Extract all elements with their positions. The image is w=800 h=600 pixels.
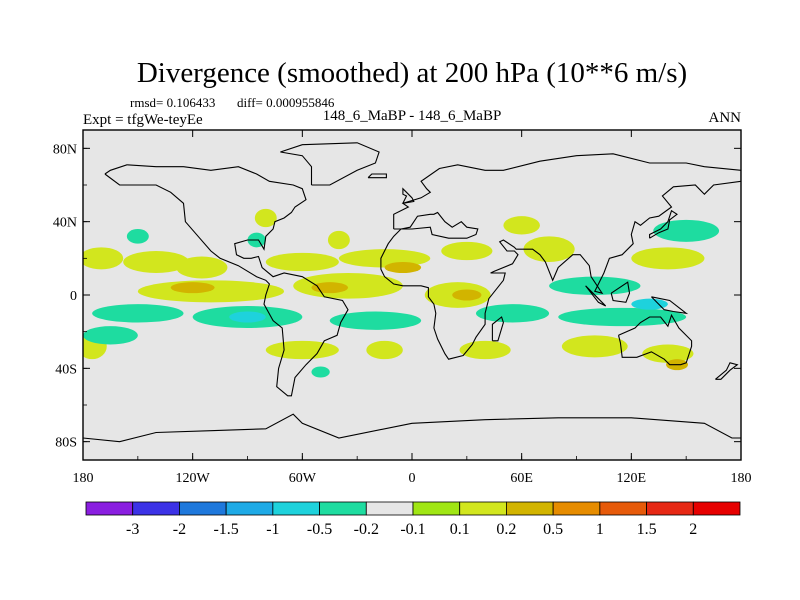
coastline-0 — [104, 164, 349, 397]
contour-region-36 — [631, 298, 668, 310]
rmsd-label: rmsd= 0.106433 — [130, 95, 215, 110]
contour-region-25 — [92, 304, 184, 323]
contour-region-7 — [631, 247, 705, 270]
contour-region-0 — [83, 247, 124, 270]
colorbar-swatch — [506, 501, 554, 516]
contour-region-35 — [311, 366, 330, 378]
contour-region-8 — [137, 280, 285, 303]
colorbar-swatch — [272, 501, 320, 516]
x-tick-label: 60E — [510, 471, 533, 486]
contour-region-17 — [254, 208, 277, 228]
contour-region-19 — [503, 216, 540, 235]
contour-region-20 — [170, 282, 215, 294]
contour-region-37 — [229, 311, 266, 323]
x-tick-label: 60W — [289, 471, 317, 486]
colorbar-label: -0.2 — [354, 521, 379, 538]
contour-region-9 — [293, 273, 403, 299]
diff-label: diff= 0.000955846 — [237, 95, 335, 110]
colorbar-swatch — [412, 501, 461, 516]
coastline-10 — [402, 187, 415, 204]
colorbar-label: -2 — [173, 521, 186, 538]
y-tick-label: 40N — [53, 216, 77, 231]
colorbar-label: 1.5 — [637, 521, 657, 538]
contour-region-2 — [176, 256, 228, 279]
contour-region-1 — [123, 251, 190, 273]
contour-region-29 — [558, 307, 687, 327]
y-tick-label: 80S — [55, 436, 77, 451]
y-tick-label: 0 — [70, 289, 77, 304]
colorbar-label: -3 — [126, 521, 139, 538]
season-label: ANN — [709, 110, 742, 126]
colorbar-swatch — [552, 501, 601, 516]
coastline-1 — [280, 142, 380, 186]
coastline-4 — [83, 413, 741, 443]
colorbar-swatch — [132, 501, 180, 516]
contour-region-23 — [452, 289, 482, 301]
colorbar-label: -1 — [266, 521, 279, 538]
contour-region-21 — [311, 282, 349, 294]
contour-region-28 — [475, 304, 550, 323]
coastline-9 — [649, 209, 678, 239]
chart-title: Divergence (smoothed) at 200 hPa (10**6 … — [137, 57, 687, 89]
y-tick-label: 40S — [55, 362, 77, 377]
colorbar-swatch — [365, 501, 414, 516]
y-axis: 80N 40N 0 40S 80S — [53, 142, 741, 451]
contour-region-11 — [265, 340, 339, 360]
colorbar-swatch — [599, 501, 647, 516]
x-tick-label: 120W — [176, 471, 211, 486]
colorbar-label: -0.5 — [307, 521, 332, 538]
colorbar-label: -1.5 — [213, 521, 238, 538]
expt-label: Expt = tfgWe-teyEe — [83, 112, 203, 128]
colorbar-label: 2 — [689, 521, 697, 538]
contour-region-22 — [384, 262, 422, 273]
contour-region-30 — [549, 276, 641, 296]
case-label: 148_6_MaBP - 148_6_MaBP — [323, 108, 502, 124]
contour-region-18 — [327, 230, 350, 250]
colorbar-swatch — [692, 501, 741, 516]
colorbar-label: 1 — [596, 521, 604, 538]
colorbar: -3-2-1.5-1-0.5-0.2-0.10.10.20.511.523 — [85, 501, 741, 538]
coastline-11 — [367, 173, 387, 179]
contour-region-15 — [642, 344, 694, 363]
x-tick-label: 180 — [73, 471, 94, 486]
colorbar-swatch — [459, 501, 507, 516]
contour-region-3 — [265, 252, 339, 272]
coastlines — [83, 142, 741, 443]
coastline-3 — [617, 313, 693, 366]
x-axis: 180 120W 60W 0 60E 120E 180 — [73, 130, 752, 486]
contour-region-6 — [523, 236, 575, 262]
colorbar-swatch — [85, 501, 134, 516]
contour-region-13 — [459, 340, 511, 360]
colorbar-label: -0.1 — [400, 521, 425, 538]
coastline-7 — [610, 281, 631, 303]
contour-fills — [83, 208, 720, 378]
contour-region-12 — [366, 340, 403, 360]
coastline-5 — [491, 316, 504, 342]
coastline-8 — [651, 296, 689, 315]
colorbar-swatch — [646, 501, 694, 516]
x-tick-label: 120E — [617, 471, 647, 486]
coastline-2 — [380, 153, 741, 360]
colorbar-swatch — [179, 501, 227, 516]
colorbar-swatch — [319, 501, 367, 516]
colorbar-label: 0.2 — [496, 521, 516, 538]
colorbar-swatch — [225, 501, 274, 516]
contour-region-32 — [83, 326, 138, 345]
x-tick-label: 180 — [731, 471, 752, 486]
coastline-12 — [715, 362, 739, 380]
colorbar-label: 0.1 — [450, 521, 470, 538]
contour-region-5 — [441, 241, 493, 261]
x-tick-label: 0 — [409, 471, 416, 486]
y-tick-label: 80N — [53, 142, 77, 157]
map-area: 80N 40N 0 40S 80S 180 120W 60W 0 60E 120E 180 — [53, 129, 752, 486]
contour-region-14 — [561, 335, 628, 358]
contour-region-31 — [653, 219, 720, 242]
coastline-6 — [585, 285, 607, 307]
contour-region-27 — [329, 311, 422, 330]
colorbar-label: 0.5 — [543, 521, 563, 538]
contour-region-33 — [126, 229, 149, 244]
